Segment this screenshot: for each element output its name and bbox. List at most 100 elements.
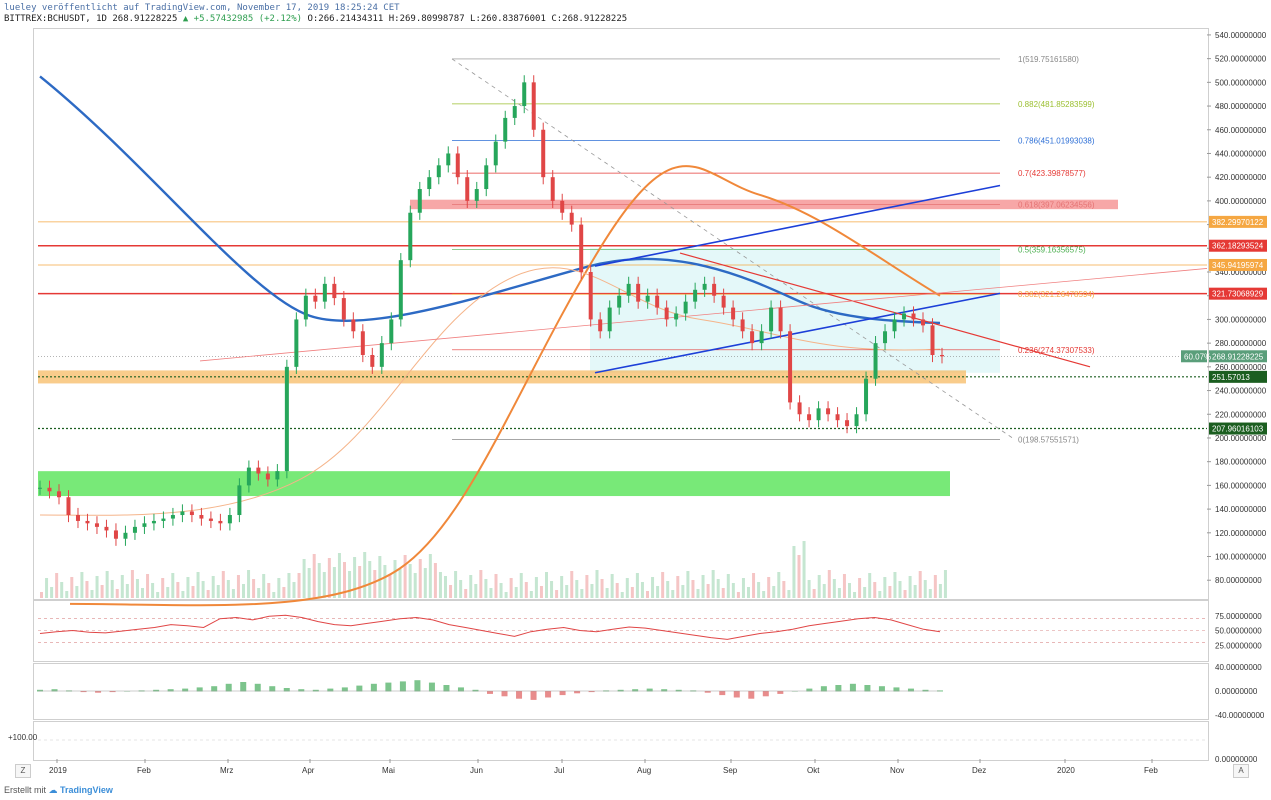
volume-bar — [494, 574, 498, 598]
volume-bar — [186, 577, 190, 598]
macd-histogram-bar — [385, 682, 392, 692]
candle-body — [94, 523, 99, 527]
rsi-pane[interactable] — [33, 600, 1209, 662]
volume-bar — [762, 591, 766, 598]
volume-bar — [242, 584, 245, 598]
volume-bar — [822, 584, 826, 598]
price-tag — [1209, 422, 1267, 435]
volume-bar — [529, 591, 533, 598]
candle-body — [408, 212, 413, 261]
volume-bar — [85, 581, 89, 598]
candle-body — [854, 414, 859, 427]
volume-bar — [383, 565, 387, 598]
volume-bar — [691, 580, 695, 598]
percent-tag — [1181, 350, 1207, 363]
macd-histogram-bar — [312, 689, 319, 692]
volume-bar — [524, 582, 528, 598]
volume-bar — [191, 586, 195, 598]
volume-bar — [322, 572, 326, 598]
volume-bar — [156, 592, 160, 598]
volume-bar — [277, 578, 281, 598]
fib-label: 0.236(274.37307533) — [1018, 346, 1095, 355]
ma100-line — [69, 165, 941, 607]
candle-body — [322, 283, 327, 302]
candle-body — [531, 82, 536, 130]
volume-bar — [620, 592, 624, 598]
fib-label: 0(198.57551571) — [1018, 436, 1079, 445]
candle-body — [921, 319, 926, 326]
macd-histogram-bar — [820, 686, 827, 692]
candle-body — [284, 366, 289, 472]
candle-body — [750, 331, 755, 344]
volume-bar — [514, 587, 518, 598]
volume-bar — [938, 584, 942, 598]
macd-histogram-bar — [675, 689, 682, 692]
volume-bar — [120, 575, 124, 598]
zoom-button[interactable]: Z — [15, 764, 31, 778]
volume-bar — [226, 580, 230, 598]
volume-bar — [797, 555, 801, 598]
candle-body — [455, 153, 460, 178]
volume-bar — [423, 568, 427, 598]
volume-bar — [499, 583, 503, 598]
volume-bar — [509, 578, 513, 598]
volume-bar — [413, 573, 417, 598]
volume-bar — [317, 563, 321, 598]
candle-body — [341, 298, 346, 320]
macd-histogram-bar — [428, 682, 435, 692]
symbol-name[interactable]: BITTREX:BCHUSDT, 1D — [4, 14, 107, 24]
volume-bar — [812, 589, 816, 598]
candle-body — [427, 177, 432, 190]
macd-histogram-bar — [182, 688, 189, 692]
candle-body — [180, 511, 185, 516]
macd-histogram-bar — [617, 689, 624, 692]
volume-bar — [388, 574, 392, 598]
volume-bar — [100, 585, 104, 598]
volume-bar — [454, 571, 458, 598]
volume-bar — [418, 559, 422, 598]
price-tag-label: 345.94195974 — [1212, 261, 1264, 270]
price-tag-label: 362.18293524 — [1212, 242, 1264, 251]
macd-tick-label: 0.00000000 — [1215, 687, 1258, 696]
close-value: C:268.91228225 — [551, 14, 628, 24]
auto-scale-button[interactable]: A — [1233, 764, 1249, 778]
volume-bar — [90, 590, 94, 598]
candle-body — [265, 473, 270, 480]
candle-body — [446, 153, 451, 166]
volume-bar — [565, 585, 569, 598]
macd-tick-label: -40.00000000 — [1215, 711, 1265, 720]
volume-bar — [50, 587, 54, 598]
candle-body — [246, 467, 251, 486]
volume-bar — [70, 577, 74, 598]
volume-bar — [590, 584, 594, 598]
volume-bar — [176, 582, 180, 598]
volume-bar — [307, 568, 311, 598]
candle-body — [550, 177, 555, 201]
candle-body — [902, 313, 907, 320]
macd-histogram-bar — [719, 691, 726, 696]
volume-bar — [726, 574, 730, 598]
volume-bar — [534, 577, 538, 598]
candle-body — [835, 414, 840, 421]
candle-body — [38, 487, 42, 489]
volume-bar — [236, 575, 240, 598]
volume-bar — [348, 571, 352, 598]
volume-bar — [721, 588, 725, 598]
candle-body — [759, 331, 764, 344]
price-tag — [1209, 287, 1267, 300]
volume-bar — [802, 541, 806, 598]
macd-histogram-bar — [806, 688, 813, 692]
macd-histogram-bar — [922, 689, 929, 692]
candle-body — [47, 487, 52, 492]
candle-body — [541, 129, 546, 178]
volume-bar — [196, 572, 200, 598]
high-value: H:269.80998787 — [388, 14, 465, 24]
footer-brand[interactable]: TradingView — [60, 785, 113, 795]
candle-body — [788, 331, 793, 403]
volume-bar — [231, 589, 235, 598]
candle-body — [807, 414, 812, 421]
cci-pane[interactable] — [33, 721, 1209, 761]
volume-bar — [398, 569, 402, 598]
volume-bar — [701, 575, 705, 598]
candle-body — [493, 141, 498, 166]
